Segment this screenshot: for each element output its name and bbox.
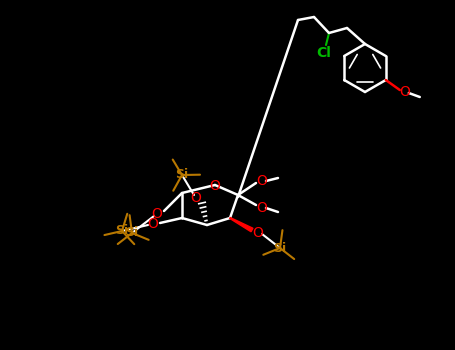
Text: Si: Si: [273, 241, 287, 254]
Text: O: O: [257, 174, 268, 188]
Text: O: O: [399, 85, 410, 99]
Text: O: O: [191, 191, 202, 205]
Text: Si: Si: [116, 224, 129, 238]
Text: Si: Si: [126, 226, 139, 239]
Text: O: O: [210, 179, 220, 193]
Text: O: O: [257, 201, 268, 215]
Text: Si: Si: [176, 168, 188, 182]
Text: O: O: [253, 226, 263, 240]
Text: O: O: [152, 207, 162, 221]
Polygon shape: [230, 218, 253, 232]
Text: Cl: Cl: [317, 46, 331, 60]
Text: O: O: [147, 217, 158, 231]
